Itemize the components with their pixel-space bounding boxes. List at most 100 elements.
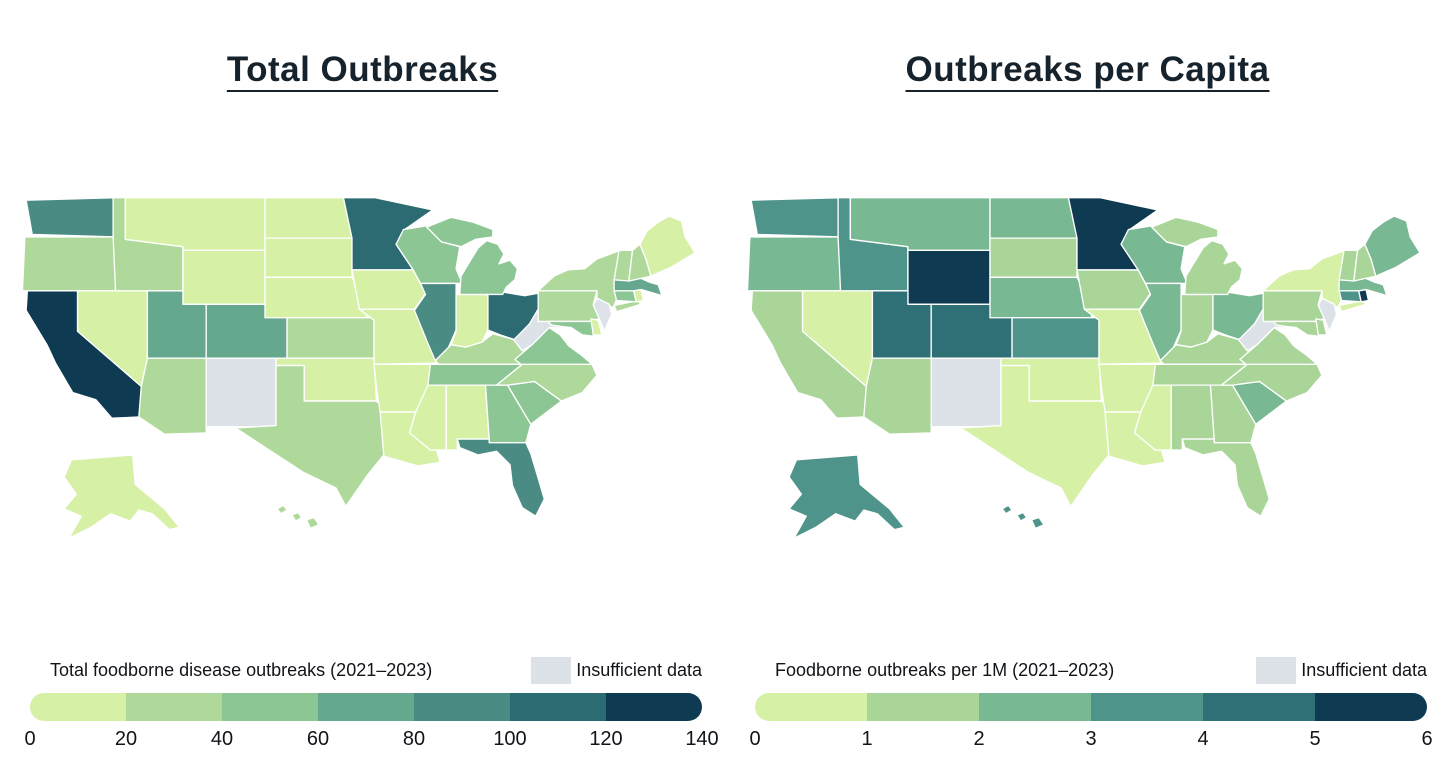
state-nm — [205, 357, 277, 428]
state-in — [1175, 293, 1214, 348]
state-me — [639, 215, 696, 277]
state-ma — [613, 276, 663, 297]
colorbar-tick: 4 — [1197, 728, 1209, 750]
insufficient-data-label: Insufficient data — [1301, 659, 1427, 680]
colorbar-segment — [414, 693, 510, 721]
state-sd — [264, 237, 353, 278]
colorbar-caption: Total foodborne disease outbreaks (2021–… — [50, 659, 433, 680]
insufficient-data-key: Insufficient data — [531, 657, 702, 684]
title-outbreaks-per-capita: Outbreaks per Capita — [905, 50, 1270, 89]
colorbar — [30, 693, 702, 721]
state-mt — [124, 197, 266, 252]
colorbar-tick: 0 — [24, 728, 36, 750]
colorbar-segment — [30, 693, 126, 721]
colorbar-tick: 80 — [402, 728, 426, 750]
colorbar-tick: 100 — [493, 728, 527, 750]
state-de — [1315, 318, 1328, 336]
state-nc — [1220, 363, 1323, 402]
colorbar — [755, 693, 1427, 721]
state-ne — [264, 276, 368, 319]
state-az — [138, 357, 207, 435]
colorbar-ticks: 0 20 40 60 80 100 120 140 — [24, 728, 718, 754]
state-fl — [1181, 438, 1270, 517]
state-sd — [989, 237, 1078, 278]
colorbar-caption: Foodborne outbreaks per 1M (2021–2023) — [775, 659, 1115, 680]
choropleth-svg-per-capita — [746, 197, 1421, 539]
colorbar-segment — [1091, 693, 1203, 721]
insufficient-data-label: Insufficient data — [576, 659, 702, 680]
state-nc — [495, 363, 598, 402]
state-ks — [286, 317, 375, 359]
colorbar-segment — [979, 693, 1091, 721]
state-wa — [25, 197, 117, 238]
state-or — [21, 236, 117, 292]
colorbar-tick: 6 — [1421, 728, 1433, 750]
colorbar-tick: 40 — [210, 728, 234, 750]
state-ri — [1358, 288, 1370, 303]
insufficient-data-key: Insufficient data — [1256, 657, 1427, 684]
state-ks — [1011, 317, 1100, 359]
state-nm — [930, 357, 1002, 428]
colorbar-segment — [606, 693, 702, 721]
state-wa — [750, 197, 842, 238]
colorbar-tick: 1 — [861, 728, 873, 750]
us-map-outbreaks-per-capita — [745, 183, 1431, 603]
colorbar-tick: 2 — [973, 728, 985, 750]
colorbar-segment — [755, 693, 867, 721]
state-mt — [849, 197, 991, 252]
colorbar-segment — [222, 693, 318, 721]
state-pa — [1262, 290, 1327, 323]
insufficient-data-swatch — [531, 657, 572, 684]
state-mi — [1151, 216, 1244, 296]
state-ma — [1338, 276, 1388, 297]
legend-label-row: Total foodborne disease outbreaks (2021–… — [30, 657, 702, 684]
state-ne — [989, 276, 1093, 319]
state-ct — [1338, 290, 1362, 303]
colorbar-tick: 0 — [749, 728, 761, 750]
state-ri — [633, 288, 645, 303]
state-hi — [276, 504, 320, 530]
colorbar-segment — [318, 693, 414, 721]
state-wy — [182, 249, 266, 305]
state-nd — [989, 197, 1078, 239]
colorbar-segment — [867, 693, 979, 721]
legend-label-row: Foodborne outbreaks per 1M (2021–2023) I… — [755, 657, 1427, 684]
us-map-total-outbreaks — [20, 183, 706, 603]
colorbar-tick: 120 — [589, 728, 623, 750]
state-ak — [788, 454, 905, 539]
state-nj — [1317, 297, 1338, 332]
state-me — [1364, 215, 1421, 277]
colorbar-tick: 60 — [306, 728, 330, 750]
insufficient-data-swatch — [1256, 657, 1297, 684]
state-az — [863, 357, 932, 435]
state-ak — [63, 454, 180, 539]
colorbar-tick: 20 — [114, 728, 138, 750]
state-nd — [264, 197, 353, 239]
colorbar-segment — [1315, 693, 1427, 721]
state-tx — [959, 364, 1110, 508]
state-or — [746, 236, 842, 292]
colorbar-tick: 3 — [1085, 728, 1097, 750]
state-ia — [351, 269, 427, 310]
legend-total-outbreaks: Total foodborne disease outbreaks (2021–… — [24, 657, 719, 754]
colorbar-segment — [510, 693, 606, 721]
panel-total-outbreaks: Total Outbreaks Total foodborne disease … — [20, 50, 719, 754]
choropleth-svg-total — [21, 197, 696, 539]
state-pa — [537, 290, 602, 323]
colorbar-segment — [1203, 693, 1315, 721]
colorbar-tick: 5 — [1309, 728, 1321, 750]
state-in — [450, 293, 489, 348]
state-hi — [1001, 504, 1045, 530]
state-nj — [592, 297, 613, 332]
colorbar-tick: 140 — [685, 728, 719, 750]
state-fl — [456, 438, 545, 517]
state-tx — [234, 364, 385, 508]
state-ia — [1076, 269, 1152, 310]
panel-outbreaks-per-capita: Outbreaks per Capita Foodborne outbreaks… — [725, 0, 1450, 775]
state-wy — [907, 249, 991, 305]
colorbar-segment — [126, 693, 222, 721]
legend-outbreaks-per-capita: Foodborne outbreaks per 1M (2021–2023) I… — [749, 657, 1433, 754]
title-total-outbreaks: Total Outbreaks — [226, 50, 499, 89]
state-ct — [613, 290, 637, 303]
